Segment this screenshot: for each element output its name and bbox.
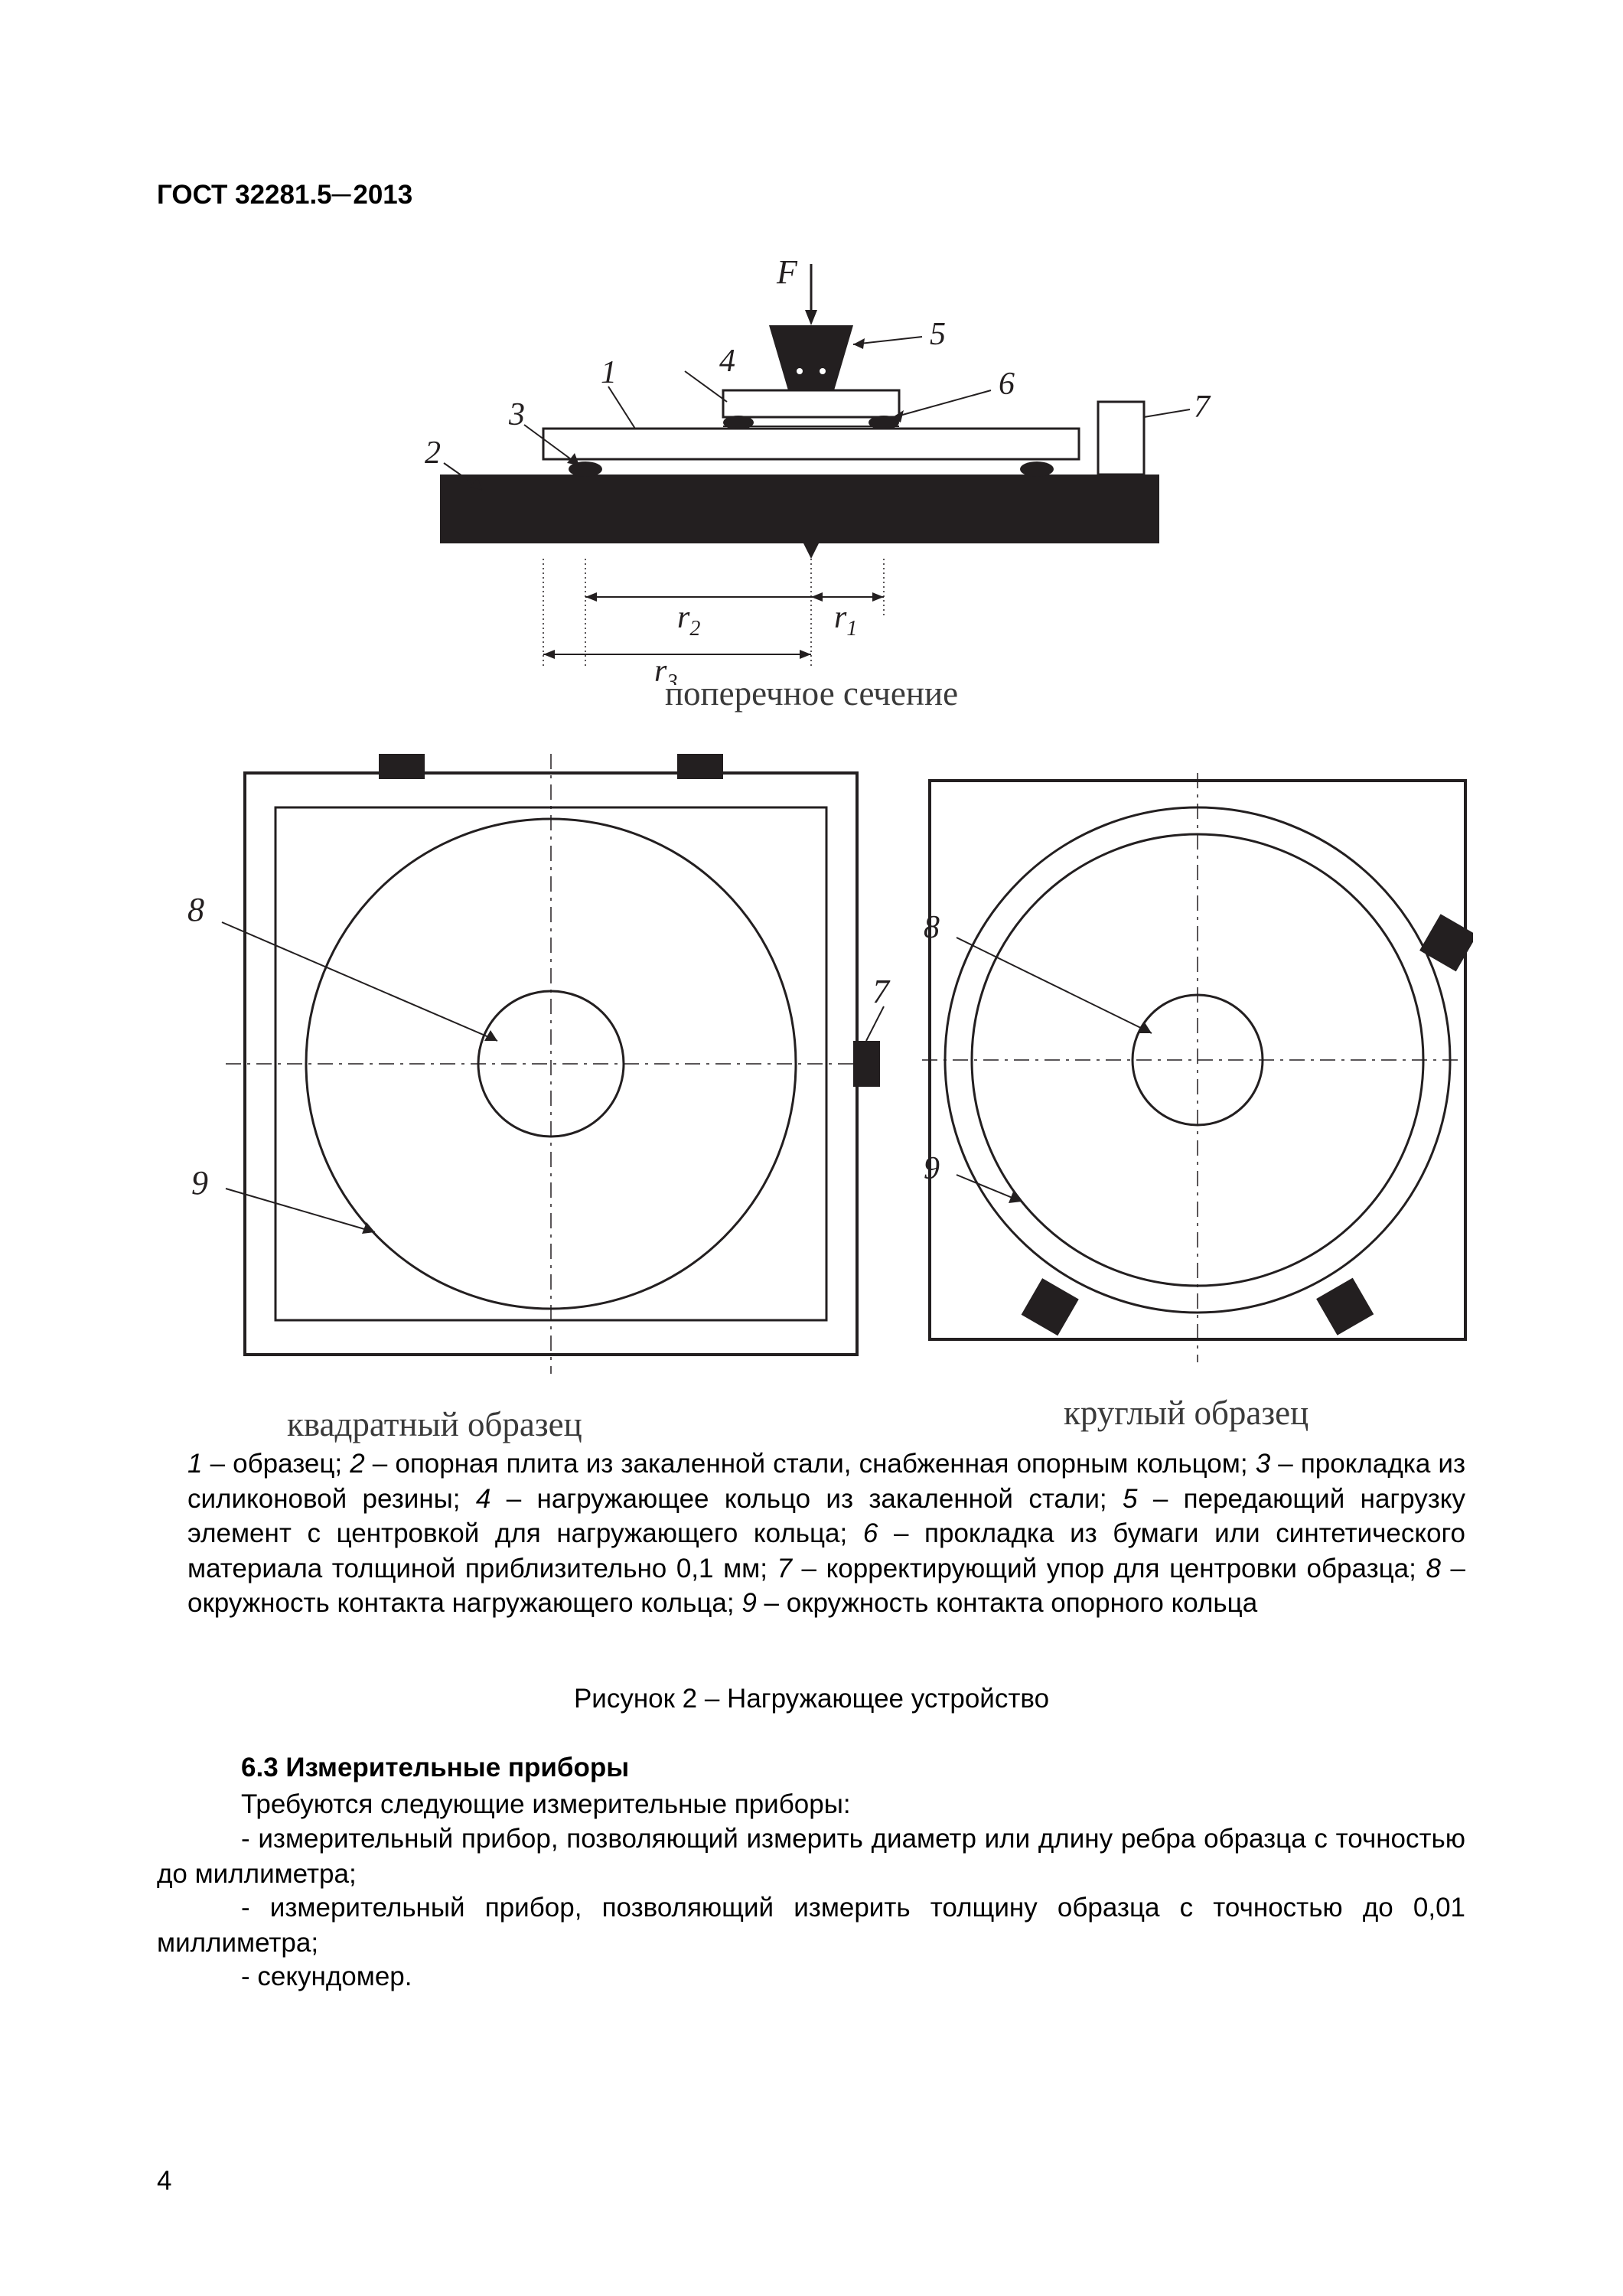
load-transfer bbox=[769, 325, 853, 390]
legend-num-9: 9 bbox=[741, 1588, 756, 1618]
stop-right bbox=[853, 1041, 880, 1087]
leader-1 bbox=[608, 386, 635, 429]
legend-text-2: – опорная плита из закаленной стали, сна… bbox=[365, 1449, 1256, 1479]
leader-8c bbox=[957, 938, 1152, 1033]
page: ГОСТ 32281.5─ 2013 bbox=[0, 0, 1623, 2296]
leader-9 bbox=[226, 1189, 375, 1232]
callout-8c: 8 bbox=[924, 910, 940, 945]
ah-r1a bbox=[811, 592, 823, 602]
cross-section-caption: поперечное сечение bbox=[0, 673, 1623, 713]
legend-text-7: – корректирующий упор для центровки обра… bbox=[792, 1554, 1426, 1583]
force-label: F bbox=[776, 253, 798, 291]
stop-c-2 bbox=[1316, 1278, 1374, 1336]
ah-r2a bbox=[585, 592, 597, 602]
callout-9c: 9 bbox=[924, 1151, 940, 1186]
label-r2: r2 bbox=[677, 600, 700, 641]
callout-3: 3 bbox=[508, 397, 525, 432]
force-arrow-head bbox=[805, 310, 817, 325]
plan-square: 8 9 7 bbox=[157, 754, 891, 1381]
figure-plan-views: 8 9 7 bbox=[157, 754, 1473, 1381]
base-plate bbox=[440, 475, 1159, 543]
leader-7 bbox=[1144, 409, 1190, 417]
body-p3: - измерительный прибор, позволяющий изме… bbox=[157, 1890, 1465, 1960]
callout-4: 4 bbox=[719, 344, 735, 379]
dot2 bbox=[820, 368, 826, 374]
callout-2: 2 bbox=[425, 435, 441, 471]
leader-7b bbox=[866, 1006, 884, 1041]
nozzle bbox=[803, 543, 819, 559]
cross-section-svg: F 5 4 1 6 3 2 7 bbox=[379, 253, 1221, 685]
leader-8 bbox=[222, 922, 497, 1041]
label-r1: r1 bbox=[834, 600, 857, 641]
legend-num-7: 7 bbox=[777, 1554, 792, 1583]
body-p4: - секундомер. bbox=[157, 1959, 1465, 1994]
page-number: 4 bbox=[157, 2166, 171, 2197]
stop-c-1 bbox=[1022, 1278, 1079, 1336]
stop-top-1 bbox=[379, 754, 425, 779]
legend-num-8: 8 bbox=[1426, 1554, 1440, 1583]
legend-num-5: 5 bbox=[1123, 1484, 1137, 1514]
ah-r3b bbox=[800, 650, 811, 659]
arrow-5 bbox=[853, 338, 865, 349]
sample-plate bbox=[543, 429, 1079, 459]
legend-num-1: 1 bbox=[187, 1449, 202, 1479]
callout-6: 6 bbox=[999, 367, 1015, 402]
support-right bbox=[1020, 461, 1054, 477]
stop-block bbox=[1098, 402, 1144, 475]
callout-9: 9 bbox=[191, 1164, 208, 1202]
legend-text-1: – образец; bbox=[202, 1449, 350, 1479]
figure-legend: 1 – образец; 2 – опорная плита из закале… bbox=[187, 1446, 1465, 1621]
body-p2: - измерительный прибор, позволяющий изме… bbox=[157, 1821, 1465, 1891]
callout-7: 7 bbox=[1194, 390, 1211, 425]
section-heading: 6.3 Измерительные приборы bbox=[241, 1753, 629, 1783]
legend-num-6: 6 bbox=[863, 1518, 878, 1548]
body-p1: Требуются следующие измерительные прибор… bbox=[157, 1787, 1465, 1822]
figure-cross-section: F 5 4 1 6 3 2 7 bbox=[379, 253, 1221, 685]
legend-num-4: 4 bbox=[476, 1484, 490, 1514]
callout-1: 1 bbox=[601, 355, 617, 390]
legend-num-3: 3 bbox=[1256, 1449, 1270, 1479]
plan-circle-svg: 8 9 bbox=[922, 773, 1473, 1362]
stop-top-2 bbox=[677, 754, 723, 779]
callout-7b: 7 bbox=[872, 973, 891, 1010]
doc-header: ГОСТ 32281.5─ 2013 bbox=[157, 180, 412, 210]
callout-8: 8 bbox=[187, 891, 204, 928]
callout-5: 5 bbox=[930, 317, 946, 352]
legend-text-4: – нагружающее кольцо из закаленной стали… bbox=[490, 1484, 1123, 1514]
leader-6 bbox=[891, 390, 991, 418]
figure-caption: Рисунок 2 – Нагружающее устройство bbox=[0, 1684, 1623, 1714]
plan-square-svg: 8 9 7 bbox=[157, 754, 891, 1381]
loading-ring bbox=[723, 390, 899, 417]
dot1 bbox=[797, 368, 803, 374]
circle-sample-caption: круглый образец bbox=[1064, 1393, 1309, 1433]
ah-r3a bbox=[543, 650, 555, 659]
plan-circle: 8 9 bbox=[922, 773, 1473, 1362]
ah-r1b bbox=[872, 592, 884, 602]
legend-text-9: – окружность контакта опорного кольца bbox=[757, 1588, 1257, 1618]
square-sample-caption: квадратный образец bbox=[287, 1404, 582, 1444]
arrow-9 bbox=[362, 1222, 375, 1234]
legend-num-2: 2 bbox=[350, 1449, 364, 1479]
